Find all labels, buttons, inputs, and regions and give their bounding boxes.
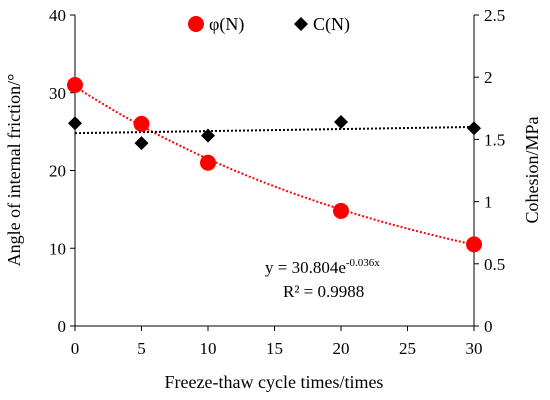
cohesion-point [334,114,348,129]
plot-area [74,15,475,327]
phi-point [67,76,83,93]
y-left-tick-label: 30 [49,84,66,103]
y-right-tick-label: 1 [484,193,493,212]
x-tick-label: 15 [266,339,283,358]
phi-point [466,236,482,253]
x-tick-label: 10 [200,339,217,358]
y-right-tick-label: 2 [484,68,493,87]
trendlines [74,85,475,246]
y-right-tick-label: 0 [484,317,493,336]
y-left-tick-labels: 0 10 20 30 40 [49,6,75,336]
legend-phi-marker [188,16,204,32]
cohesion-point [201,128,215,143]
phi-point [133,115,150,132]
x-axis-title: Freeze-thaw cycle times/times [165,372,384,392]
legend-phi-label: φ(N) [209,14,244,35]
equation-exponent: -0.036x [346,257,380,269]
phi-point [200,154,216,171]
y-right-tick-labels: 0 0.5 1 1.5 2 2.5 [474,6,505,336]
trend-equation: y = 30.804e-0.036x R² = 0.9988 [265,257,380,301]
data-marks [67,76,482,253]
y-left-tick-label: 20 [49,162,66,181]
x-tick-label: 30 [466,339,483,358]
trendline-cohesion [74,125,475,135]
y-left-tick-label: 0 [58,317,67,336]
trendline-phi [74,85,475,246]
x-tick-label: 5 [137,339,146,358]
cohesion-point [68,116,82,131]
r-squared-text: R² = 0.9988 [283,282,364,301]
x-tick-label: 20 [333,339,350,358]
legend: φ(N) C(N) [188,14,350,35]
cohesion-point [134,136,149,151]
y-right-tick-label: 1.5 [484,130,505,149]
x-tick-label: 0 [71,339,80,358]
y-right-tick-label: 0.5 [484,255,505,274]
equation-base: y = 30.804e [265,258,346,277]
y-left-tick-label: 40 [49,6,66,25]
x-tick-labels: 0 5 10 15 20 25 30 [71,326,483,358]
phi-point [333,202,349,219]
legend-c-label: C(N) [313,14,350,35]
equation-text: y = 30.804e-0.036x [265,257,380,277]
x-tick-label: 25 [399,339,416,358]
y-left-tick-label: 10 [49,239,66,258]
cohesion-point [467,121,481,136]
legend-c-marker [294,17,308,31]
y-axis-left-title: Angle of internal friction/° [4,74,24,267]
y-right-tick-label: 2.5 [484,6,505,25]
y-axis-right-title: Cohesion/MPa [522,116,542,223]
